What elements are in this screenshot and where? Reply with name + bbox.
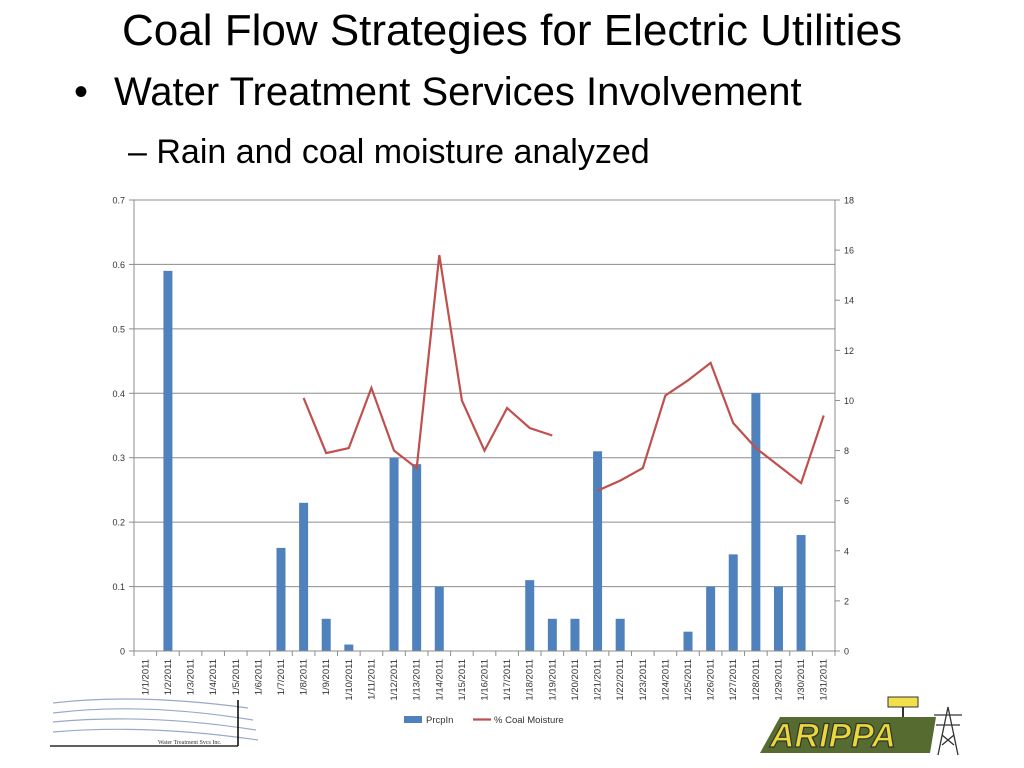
x-tick-label: 1/7/2011 — [276, 659, 287, 695]
legend: PrcpIn % Coal Moisture — [404, 715, 564, 726]
y-left-tick-label: 0.6 — [112, 260, 125, 270]
x-tick-label: 1/25/2011 — [683, 659, 694, 701]
bar-prcpin — [276, 547, 286, 651]
y-right-tick-label: 14 — [844, 296, 854, 306]
x-tick-label: 1/5/2011 — [231, 659, 242, 695]
x-tick-label: 1/17/2011 — [502, 659, 513, 701]
x-tick-label: 1/24/2011 — [660, 659, 671, 701]
water-treatment-logo: Water Treatment Svcs Inc. — [50, 698, 258, 747]
x-tick-label: 1/19/2011 — [547, 659, 558, 701]
y-right-tick-label: 16 — [844, 246, 854, 256]
bar-prcpin — [796, 535, 806, 651]
power-tower-icon — [934, 706, 962, 756]
x-tick-label: 1/21/2011 — [593, 659, 604, 701]
y-left-tick-label: 0.2 — [112, 518, 125, 528]
bar-prcpin — [525, 580, 535, 651]
y-left-tick-label: 0.1 — [112, 582, 125, 592]
bar-prcpin — [593, 451, 603, 651]
bar-prcpin — [706, 586, 716, 651]
slide-title: Coal Flow Strategies for Electric Utilit… — [121, 6, 902, 55]
logo-right-text: ARIPPA — [769, 717, 896, 755]
y-right-tick-label: 6 — [844, 496, 849, 506]
bar-prcpin — [773, 586, 783, 651]
x-tick-label: 1/10/2011 — [344, 659, 355, 701]
bar-prcpin — [389, 457, 399, 651]
bar-prcpin — [615, 618, 625, 651]
x-tick-label: 1/30/2011 — [796, 659, 807, 701]
gridlines — [134, 199, 835, 588]
y-right-tick-label: 4 — [844, 546, 849, 556]
line-segment-coal-moisture — [597, 361, 825, 492]
bar-prcpin — [321, 618, 331, 651]
bar-prcpin — [547, 618, 557, 651]
y-right-tick-label: 2 — [844, 596, 849, 606]
x-tick-label: 1/18/2011 — [525, 659, 536, 701]
y-left-tick-label: 0.3 — [112, 453, 125, 463]
y-right-tick-label: 0 — [844, 647, 849, 657]
bullet-text: Water Treatment Services Involvement — [114, 70, 802, 114]
x-tick-label: 1/20/2011 — [570, 659, 581, 701]
x-tick-label: 1/12/2011 — [389, 659, 400, 701]
y-left-tick-label: 0.7 — [112, 196, 125, 206]
x-tick-label: 1/4/2011 — [208, 659, 219, 695]
bars-prcpin — [163, 270, 806, 651]
combo-chart: 0 0.1 0.2 0.3 0.4 0.5 0.6 0.7 0 2 4 6 8 10 12 14 16 18 1/1… — [112, 196, 854, 727]
x-tick-label: 1/26/2011 — [706, 659, 717, 701]
bar-prcpin — [412, 464, 422, 651]
bar-prcpin — [728, 554, 738, 651]
sub-bullet-text: Rain and coal moisture analyzed — [156, 133, 650, 171]
y-right-tick-label: 10 — [844, 396, 854, 406]
y-right-tick-label: 12 — [844, 346, 854, 356]
x-tick-label: 1/28/2011 — [751, 659, 762, 701]
line-segment-coal-moisture — [302, 254, 553, 471]
dash-icon: – — [128, 133, 157, 171]
x-tick-label: 1/2/2011 — [163, 659, 174, 695]
x-tick-label: 1/22/2011 — [615, 659, 626, 701]
x-tick-label: 1/8/2011 — [299, 659, 310, 695]
bullet-dot-icon: • — [74, 70, 89, 114]
x-tick-label: 1/31/2011 — [819, 659, 830, 701]
bar-prcpin — [299, 502, 309, 651]
x-tick-label: 1/9/2011 — [321, 659, 332, 695]
bar-prcpin — [570, 618, 580, 651]
x-tick-label: 1/27/2011 — [728, 659, 739, 701]
x-tick-label: 1/23/2011 — [638, 659, 649, 701]
x-tick-label: 1/3/2011 — [186, 659, 197, 695]
x-tick-label: 1/6/2011 — [253, 659, 264, 695]
x-tick-label: 1/14/2011 — [434, 659, 445, 701]
axes: 0 0.1 0.2 0.3 0.4 0.5 0.6 0.7 0 2 4 6 8 10 12 14 16 18 1/1… — [112, 196, 854, 701]
y-right-tick-label: 18 — [844, 196, 854, 206]
bar-prcpin — [751, 393, 761, 651]
legend-label-coal-moisture: % Coal Moisture — [494, 715, 564, 726]
bar-prcpin — [344, 644, 354, 651]
x-tick-label: 1/16/2011 — [480, 659, 491, 701]
y-left-tick-label: 0.4 — [112, 389, 125, 399]
line-coal-moisture — [302, 254, 825, 492]
logo-left-text: Water Treatment Svcs Inc. — [158, 740, 222, 746]
bar-prcpin — [163, 270, 173, 651]
bar-prcpin — [434, 586, 444, 651]
y-left-tick-label: 0.5 — [112, 324, 125, 334]
bullet-item: • Water Treatment Services Involvement — [74, 70, 802, 115]
x-tick-label: 1/11/2011 — [366, 659, 377, 700]
legend-swatch-prcpin — [404, 716, 422, 723]
x-tick-label: 1/13/2011 — [412, 659, 423, 701]
x-tick-label: 1/15/2011 — [457, 659, 468, 701]
y-right-tick-label: 8 — [844, 446, 849, 456]
x-tick-label: 1/29/2011 — [773, 659, 784, 701]
x-tick-label: 1/1/2011 — [140, 659, 151, 695]
y-left-tick-label: 0 — [120, 647, 125, 657]
legend-label-prcpin: PrcpIn — [426, 715, 453, 726]
sub-bullet-item: – Rain and coal moisture analyzed — [128, 133, 650, 172]
bar-prcpin — [683, 631, 693, 651]
arippa-logo: ARIPPA — [760, 696, 962, 756]
